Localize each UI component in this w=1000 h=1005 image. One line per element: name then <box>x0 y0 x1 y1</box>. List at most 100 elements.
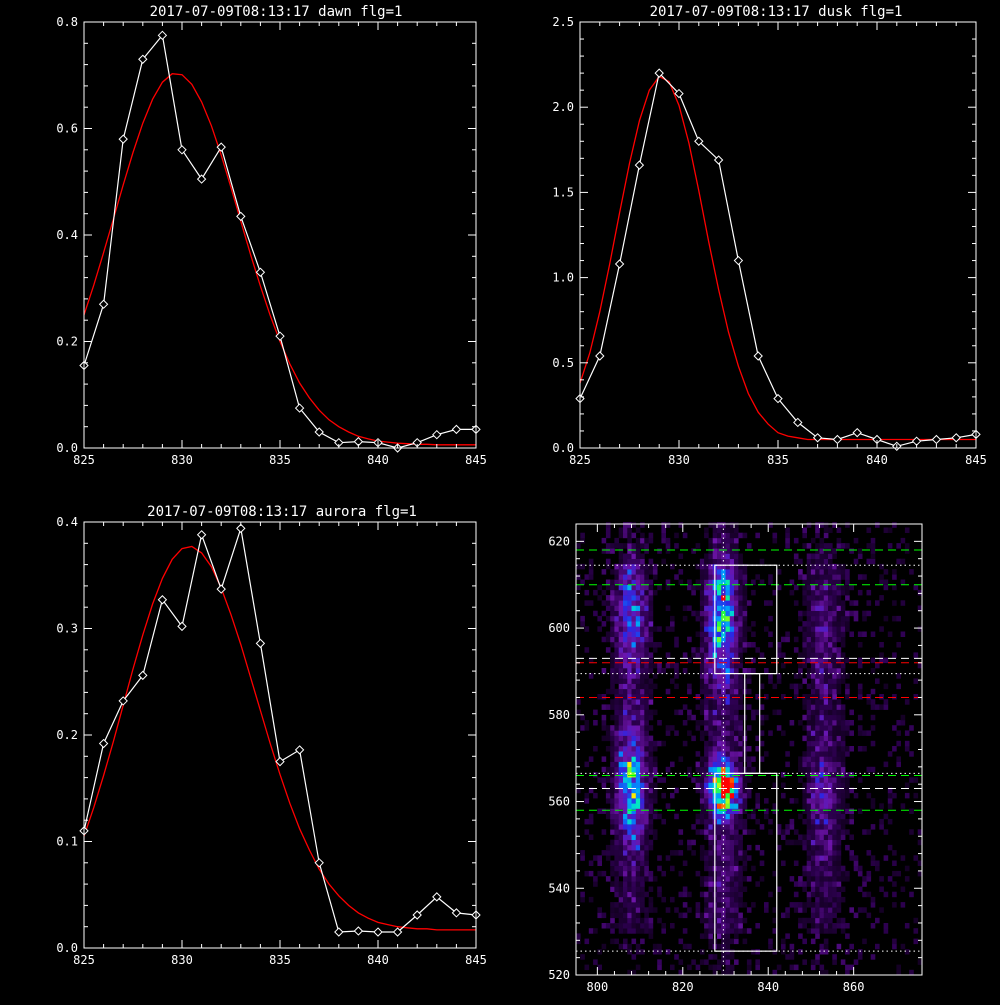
heatmap-cell <box>913 584 919 591</box>
heatmap-cell <box>742 876 748 882</box>
heatmap-cell <box>746 688 752 695</box>
heatmap-cell <box>815 563 820 570</box>
heatmap-cell <box>840 803 846 809</box>
heatmap-cell <box>704 730 709 736</box>
heatmap-cell <box>699 610 705 617</box>
heatmap-cell <box>635 709 641 716</box>
heatmap-cell <box>635 834 641 840</box>
heatmap-cell <box>806 761 812 768</box>
heatmap-cell <box>635 803 641 809</box>
heatmap-cell <box>810 772 816 778</box>
heatmap-cell <box>738 881 743 887</box>
heatmap-cell <box>862 631 867 637</box>
heatmap-cell <box>661 896 666 903</box>
heatmap-cell <box>819 652 825 658</box>
heatmap-cell <box>866 610 872 617</box>
heatmap-cell <box>866 600 872 606</box>
heatmap-cell <box>725 569 731 575</box>
heatmap-cell <box>648 683 654 690</box>
heatmap-cell <box>593 720 598 726</box>
heatmap-cell <box>614 766 619 773</box>
heatmap-cell <box>725 969 731 976</box>
heatmap-cell <box>815 621 820 627</box>
heatmap-cell <box>708 751 713 757</box>
heatmap-cell <box>742 615 748 622</box>
heatmap-cell <box>857 949 863 955</box>
heatmap-cell <box>605 527 611 533</box>
heatmap-cell <box>614 735 619 742</box>
heatmap-cell <box>751 949 756 955</box>
heatmap-cell <box>785 839 790 846</box>
dusk-ytick-label: 2.5 <box>552 15 574 29</box>
heatmap-cell <box>657 668 662 674</box>
heatmap-cell <box>704 709 709 716</box>
heatmap-cell <box>832 615 837 622</box>
heatmap-cell <box>614 642 619 648</box>
heatmap-cell <box>580 532 585 539</box>
dawn-xtick-label: 845 <box>465 453 487 467</box>
heatmap-cell <box>610 839 615 846</box>
heatmap-cell <box>802 756 807 762</box>
heatmap-cell <box>597 615 602 622</box>
heatmap-cell <box>699 959 705 965</box>
heatmap-cell <box>734 621 739 627</box>
heatmap-cell <box>708 964 713 971</box>
heatmap-cell <box>751 714 756 721</box>
heatmap-cell <box>815 829 820 835</box>
heatmap-cell <box>635 574 641 580</box>
heatmap-cell <box>742 855 748 861</box>
heatmap-cell <box>708 662 713 669</box>
heatmap-cell <box>699 787 705 794</box>
heatmap-cell <box>610 584 615 591</box>
heatmap-cell <box>644 865 649 872</box>
heatmap-cell <box>823 673 829 679</box>
heatmap-cell <box>815 818 820 825</box>
heatmap-cell <box>836 876 842 882</box>
heatmap-cell <box>810 902 816 908</box>
heatmap-cell <box>734 844 739 851</box>
heatmap-cell <box>836 636 842 643</box>
heatmap-cell <box>870 860 876 866</box>
heatmap-cell <box>631 683 637 690</box>
heatmap-cell <box>635 537 641 544</box>
heatmap-cell <box>917 605 923 611</box>
heatmap-cell <box>828 746 833 752</box>
heatmap-cell <box>704 923 709 929</box>
heatmap-cell <box>746 678 752 684</box>
heatmap-cell <box>755 735 760 742</box>
heatmap-cell <box>631 896 637 903</box>
aurora-plot-frame <box>83 521 477 949</box>
heatmap-cell <box>610 777 615 783</box>
heatmap-cell <box>828 615 833 622</box>
heatmap-cell <box>610 642 615 648</box>
heatmap-cell <box>798 756 803 762</box>
heatmap-cell <box>789 902 795 908</box>
heatmap-cell <box>644 569 649 575</box>
heatmap-cell <box>627 902 632 908</box>
heatmap-cell <box>819 850 825 856</box>
heatmap-cell <box>819 735 825 742</box>
heatmap-cell <box>627 662 632 669</box>
heatmap-cell <box>806 808 812 814</box>
heatmap-cell <box>810 787 816 794</box>
heatmap-cell <box>614 699 619 705</box>
heatmap-cell <box>627 595 632 601</box>
heatmap-cell <box>849 907 854 913</box>
heatmap-cell <box>699 855 705 861</box>
heatmap-cell <box>751 631 756 637</box>
heatmap-cell <box>870 699 876 705</box>
heatmap-cell <box>614 668 619 674</box>
aurora-ytick-label: 0.0 <box>56 941 78 955</box>
heatmap-cell <box>819 798 825 804</box>
heatmap-cell <box>823 668 829 674</box>
heatmap-cell <box>670 662 675 669</box>
heatmap-cell <box>618 725 624 731</box>
heatmap-cell <box>840 834 846 840</box>
heatmap-cell <box>742 865 748 872</box>
heatmap-cell <box>687 844 692 851</box>
heatmap-cell <box>635 891 641 898</box>
heatmap-cell <box>695 579 701 585</box>
heatmap-cell <box>798 777 803 783</box>
heatmap-cell <box>742 574 748 580</box>
